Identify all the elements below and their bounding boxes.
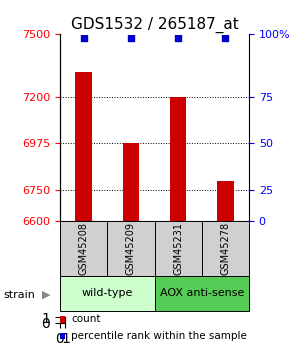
Bar — [154, 221, 202, 276]
Point — [81, 35, 86, 40]
Point — [176, 35, 181, 40]
Text: GSM45209: GSM45209 — [126, 222, 136, 275]
Text: count: count — [71, 315, 101, 324]
Bar — [154, 276, 249, 310]
Point — [128, 35, 133, 40]
Title: GDS1532 / 265187_at: GDS1532 / 265187_at — [70, 17, 239, 33]
Text: AOX anti-sense: AOX anti-sense — [160, 288, 244, 298]
Point — [223, 35, 228, 40]
Text: strain: strain — [3, 290, 35, 300]
Bar — [202, 221, 249, 276]
Text: percentile rank within the sample: percentile rank within the sample — [71, 331, 247, 341]
Text: wild-type: wild-type — [82, 288, 133, 298]
Bar — [123, 143, 139, 221]
Text: GSM45278: GSM45278 — [220, 222, 230, 275]
Bar — [75, 72, 92, 221]
Bar — [217, 181, 234, 221]
Text: GSM45231: GSM45231 — [173, 222, 183, 275]
Text: ▶: ▶ — [42, 290, 50, 300]
Bar — [170, 97, 186, 221]
Bar — [107, 221, 154, 276]
Text: GSM45208: GSM45208 — [79, 222, 88, 275]
Bar — [60, 276, 154, 310]
Bar — [60, 221, 107, 276]
